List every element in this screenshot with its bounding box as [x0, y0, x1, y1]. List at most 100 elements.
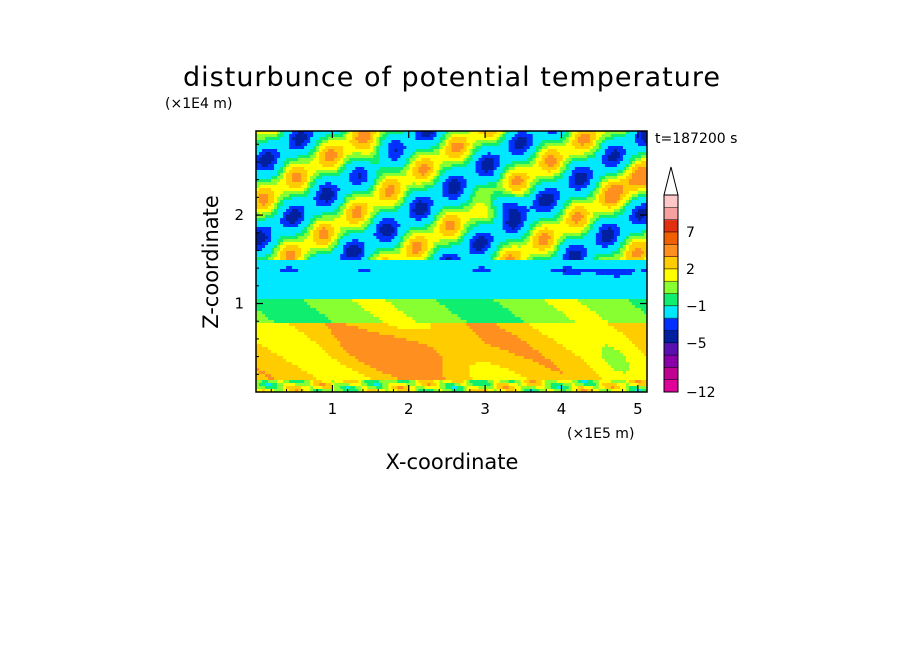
contour-cell — [628, 380, 636, 384]
contour-cell — [598, 200, 606, 204]
contour-cell — [502, 305, 555, 309]
contour-cell — [400, 239, 404, 243]
contour-cell — [334, 194, 338, 198]
contour-cell — [274, 155, 281, 159]
contour-cell — [343, 251, 347, 255]
contour-cell — [604, 185, 612, 189]
contour-cell — [274, 197, 278, 201]
contour-cell — [508, 368, 552, 372]
contour-cell — [601, 143, 639, 147]
contour-cell — [532, 200, 540, 204]
contour-cell — [406, 230, 410, 234]
contour-cell — [316, 143, 320, 147]
contour-cell — [277, 176, 284, 180]
contour-cell — [619, 194, 627, 198]
contour-cell — [331, 224, 362, 228]
contour-cell — [343, 155, 347, 159]
contour-cell — [292, 173, 302, 177]
contour-cell — [394, 206, 401, 210]
contour-cell — [430, 206, 444, 210]
contour-cell — [448, 308, 510, 312]
contour-cell — [445, 383, 456, 387]
contour-cell — [562, 269, 567, 273]
contour-cell — [373, 191, 380, 195]
contour-cell — [427, 245, 435, 249]
contour-cell — [460, 242, 471, 246]
contour-cell — [625, 386, 630, 390]
contour-cell — [436, 182, 444, 186]
contour-cell — [415, 131, 423, 135]
contour-cell — [325, 152, 338, 156]
contour-cell — [532, 179, 540, 183]
contour-cell — [634, 170, 647, 174]
contour-cell — [370, 311, 404, 315]
contour-cell — [262, 242, 269, 246]
contour-cell — [556, 251, 567, 255]
contour-cell — [547, 239, 555, 243]
contour-cell — [409, 239, 429, 243]
contour-cell — [628, 383, 639, 387]
contour-cell — [442, 365, 471, 369]
contour-cell — [619, 197, 624, 201]
contour-cell — [364, 254, 371, 258]
contour-cell — [523, 380, 531, 384]
contour-cell — [511, 137, 519, 141]
contour-cell — [355, 356, 444, 360]
contour-cell — [544, 227, 549, 231]
contour-cell — [286, 245, 299, 249]
contour-cell — [520, 386, 537, 390]
contour-cell — [373, 218, 383, 222]
contour-cell — [553, 362, 588, 366]
contour-cell — [496, 245, 504, 249]
contour-cell — [577, 221, 588, 225]
contour-cell — [361, 209, 368, 213]
contour-cell — [601, 179, 609, 183]
contour-cell — [550, 203, 558, 207]
contour-cell — [439, 143, 447, 147]
contour-cell — [493, 170, 504, 174]
contour-cell — [502, 140, 510, 144]
contour-cell — [409, 188, 429, 192]
contour-cell — [556, 380, 573, 384]
contour-cell — [442, 206, 465, 210]
contour-cell — [358, 371, 383, 375]
contour-cell — [280, 248, 284, 252]
contour-cell — [337, 206, 341, 210]
contour-cell — [367, 140, 374, 144]
contour-cell — [259, 188, 272, 192]
contour-cell — [322, 380, 332, 384]
contour-cell — [256, 203, 263, 207]
contour-cell — [319, 383, 326, 387]
contour-cell — [427, 209, 432, 213]
contour-cell — [370, 224, 377, 228]
contour-cell — [418, 251, 426, 255]
contour-cell — [415, 203, 429, 207]
contour-cell — [367, 218, 371, 222]
contour-cell — [256, 155, 263, 159]
contour-cell — [541, 353, 576, 357]
contour-cell — [256, 185, 260, 189]
contour-cell — [406, 338, 483, 342]
contour-cell — [256, 380, 263, 384]
contour-cell — [313, 197, 320, 201]
contour-cell — [304, 257, 308, 261]
contour-cell — [496, 323, 531, 327]
contour-cell — [271, 233, 296, 237]
contour-cell — [448, 191, 459, 195]
contour-cell — [397, 221, 432, 225]
contour-cell — [307, 224, 311, 228]
contour-cell — [571, 173, 576, 177]
contour-cell — [376, 257, 383, 261]
contour-cell — [598, 137, 606, 141]
contour-cell — [403, 197, 407, 201]
contour-cell — [256, 215, 266, 219]
contour-cell — [514, 140, 528, 144]
contour-cell — [532, 137, 561, 141]
contour-cell — [430, 134, 438, 138]
contour-cell — [586, 221, 591, 225]
contour-cell — [502, 212, 510, 216]
contour-cell — [400, 155, 410, 159]
contour-cell — [550, 383, 564, 387]
contour-cell — [466, 155, 471, 159]
contour-cell — [262, 389, 266, 392]
